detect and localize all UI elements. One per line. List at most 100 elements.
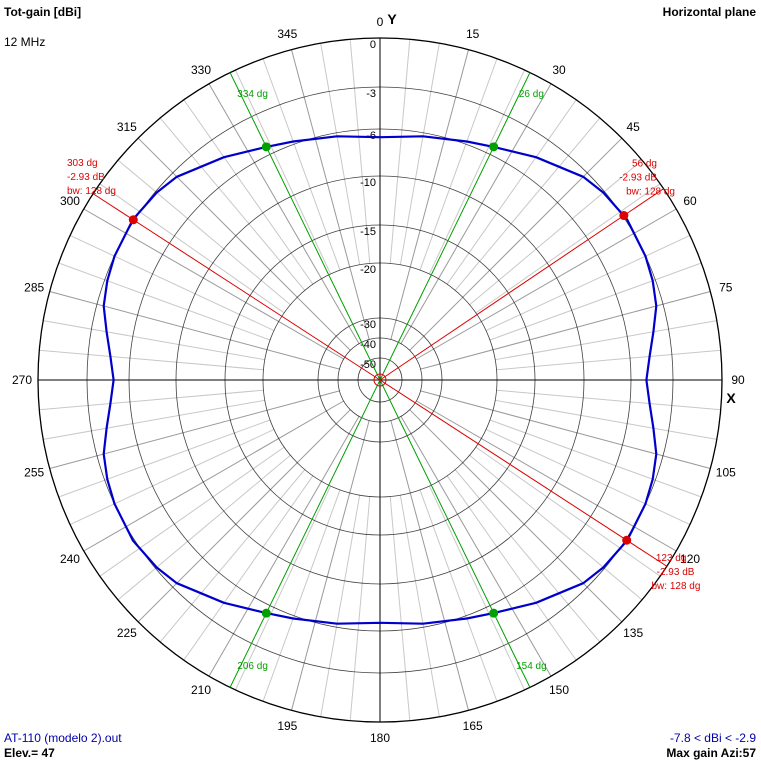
beamwidth-line bbox=[379, 379, 668, 567]
angle-tick-label: 0 bbox=[377, 15, 384, 29]
green-marker-dot bbox=[489, 142, 499, 152]
green-marker-label: 206 dg bbox=[237, 661, 268, 672]
angle-tick-label: 315 bbox=[117, 120, 137, 134]
angle-tick-label: 270 bbox=[12, 373, 32, 387]
angle-tick-label: 90 bbox=[731, 373, 745, 387]
beamwidth-marker-label: -2.93 dB bbox=[619, 172, 657, 183]
angle-tick-label: 15 bbox=[466, 27, 480, 41]
minor-spoke bbox=[419, 58, 498, 271]
minor-spoke bbox=[43, 320, 265, 361]
minor-spoke bbox=[389, 39, 411, 264]
minor-spoke bbox=[496, 349, 721, 371]
major-spoke bbox=[400, 83, 552, 344]
minor-spoke bbox=[446, 99, 577, 285]
y-axis-letter: Y bbox=[387, 11, 397, 27]
frequency-label: 12 MHz bbox=[4, 35, 46, 49]
major-spoke bbox=[291, 49, 370, 340]
minor-spoke bbox=[399, 495, 440, 717]
minor-spoke bbox=[69, 235, 275, 332]
radial-tick-label: -10 bbox=[360, 177, 376, 189]
chart-title: Tot-gain [dBi] bbox=[4, 5, 82, 19]
minor-spoke bbox=[183, 99, 314, 285]
green-marker-label: 26 dg bbox=[519, 89, 544, 100]
minor-spoke bbox=[485, 428, 691, 525]
major-spoke bbox=[390, 420, 469, 711]
minor-spoke bbox=[349, 39, 371, 264]
minor-spoke bbox=[117, 159, 291, 306]
beamwidth-marker-label: -2.93 dB bbox=[657, 567, 695, 578]
major-spoke bbox=[208, 416, 360, 677]
beamwidth-marker-label: bw: 128 dg bbox=[652, 581, 701, 592]
green-marker-label: 154 dg bbox=[516, 661, 547, 672]
green-marker-line bbox=[379, 379, 531, 688]
major-spoke bbox=[83, 400, 344, 552]
minor-spoke bbox=[39, 389, 264, 411]
green-marker-line bbox=[229, 379, 381, 688]
center-marker bbox=[373, 373, 387, 387]
beamwidth-line bbox=[379, 188, 664, 381]
minor-spoke bbox=[475, 446, 661, 577]
minor-spoke bbox=[183, 475, 314, 661]
green-marker-line bbox=[229, 72, 381, 381]
major-spoke bbox=[83, 208, 344, 360]
beamwidth-marker-label: 56 dg bbox=[632, 158, 657, 169]
minor-spoke bbox=[389, 496, 411, 721]
minor-spoke bbox=[446, 475, 577, 661]
minor-spoke bbox=[99, 446, 285, 577]
beamwidth-marker-dot bbox=[622, 535, 632, 545]
minor-spoke bbox=[485, 235, 691, 332]
minor-spoke bbox=[117, 454, 291, 601]
minor-spoke bbox=[43, 399, 265, 440]
angle-tick-label: 180 bbox=[370, 731, 390, 745]
minor-spoke bbox=[262, 58, 341, 271]
angle-tick-label: 330 bbox=[191, 63, 211, 77]
x-axis-letter: X bbox=[726, 390, 736, 406]
major-spoke bbox=[137, 137, 351, 351]
plane-label: Horizontal plane bbox=[662, 5, 756, 19]
elevation-label: Elev.= 47 bbox=[4, 746, 55, 760]
green-marker-label: 334 dg bbox=[237, 89, 268, 100]
angle-tick-label: 225 bbox=[117, 626, 137, 640]
green-marker-dot bbox=[261, 142, 271, 152]
minor-spoke bbox=[469, 159, 643, 306]
major-spoke bbox=[409, 409, 623, 623]
minor-spoke bbox=[349, 496, 371, 721]
beamwidth-marker-label: -2.93 dB bbox=[67, 172, 105, 183]
minor-spoke bbox=[399, 43, 440, 265]
beamwidth-marker-label: 303 dg bbox=[67, 158, 98, 169]
beamwidth-line bbox=[92, 193, 381, 381]
radial-tick-label: -50 bbox=[360, 359, 376, 371]
angle-tick-label: 150 bbox=[549, 683, 569, 697]
major-spoke bbox=[409, 137, 623, 351]
major-spoke bbox=[291, 420, 370, 711]
angle-tick-label: 165 bbox=[463, 719, 483, 733]
major-spoke bbox=[390, 49, 469, 340]
minor-spoke bbox=[39, 349, 264, 371]
angle-tick-label: 285 bbox=[24, 280, 44, 294]
angle-tick-label: 345 bbox=[277, 27, 297, 41]
major-spoke bbox=[420, 390, 711, 469]
file-label: AT-110 (modelo 2).out bbox=[4, 731, 122, 745]
beamwidth-marker-dot bbox=[128, 215, 138, 225]
angle-tick-label: 210 bbox=[191, 683, 211, 697]
green-marker-line bbox=[379, 72, 531, 381]
major-spoke bbox=[420, 291, 711, 370]
minor-spoke bbox=[489, 419, 702, 498]
minor-spoke bbox=[58, 262, 271, 341]
angle-tick-label: 135 bbox=[623, 626, 643, 640]
minor-spoke bbox=[159, 117, 306, 291]
gain-range-label: -7.8 < dBi < -2.9 bbox=[669, 731, 756, 745]
major-spoke bbox=[416, 400, 677, 552]
beamwidth-marker-label: bw: 128 dg bbox=[626, 186, 675, 197]
minor-spoke bbox=[419, 489, 498, 702]
minor-spoke bbox=[320, 43, 361, 265]
major-spoke bbox=[416, 208, 677, 360]
minor-spoke bbox=[235, 485, 332, 691]
minor-spoke bbox=[262, 489, 341, 702]
major-spoke bbox=[49, 291, 340, 370]
beamwidth-marker-label: 123 dg bbox=[656, 553, 687, 564]
angle-tick-label: 75 bbox=[719, 280, 733, 294]
minor-spoke bbox=[235, 69, 332, 275]
radial-tick-label: 0 bbox=[370, 39, 376, 51]
